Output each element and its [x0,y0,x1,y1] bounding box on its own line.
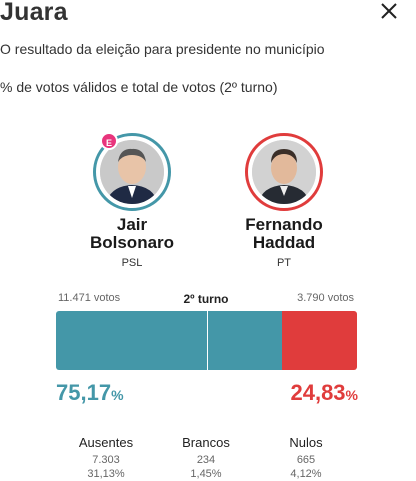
candidate-photo [100,140,164,204]
candidate-party: PT [276,257,292,269]
candidate-name: Jair Bolsonaro [89,215,175,252]
candidate-party: PSL [121,257,143,269]
stat-nulos: Nulos 665 4,12% [289,435,323,480]
stat-brancos: Brancos 234 1,45% [182,435,230,480]
page-title: Juara [0,0,68,26]
candidate-card-haddad: Fernando Haddad PT [204,133,364,269]
close-button[interactable] [378,0,400,22]
votes-count-haddad: 3.790 votos [297,292,354,304]
chart-caption: % de votos válidos e total de votos (2º … [0,79,278,95]
votes-count-bolsonaro: 11.471 votos [58,292,121,304]
percent-haddad: 24,83% [290,380,358,405]
vote-bar-haddad [282,311,357,370]
round-label: 2º turno [183,292,229,306]
avatar: E [93,132,171,211]
candidate-photo [252,140,316,204]
percent-bolsonaro: 75,17% [56,380,124,405]
majority-line [206,311,208,370]
vote-share-bar [56,311,357,370]
avatar [245,133,323,211]
candidate-card-bolsonaro: E Jair Bolsonaro PSL [52,132,212,269]
description: O resultado da eleição para presidente n… [0,41,325,57]
candidate-name: Fernando Haddad [245,215,323,252]
close-icon [381,3,397,19]
elected-badge: E [100,132,118,150]
vote-bar-bolsonaro [56,311,283,370]
stat-ausentes: Ausentes 7.303 31,13% [78,435,134,480]
